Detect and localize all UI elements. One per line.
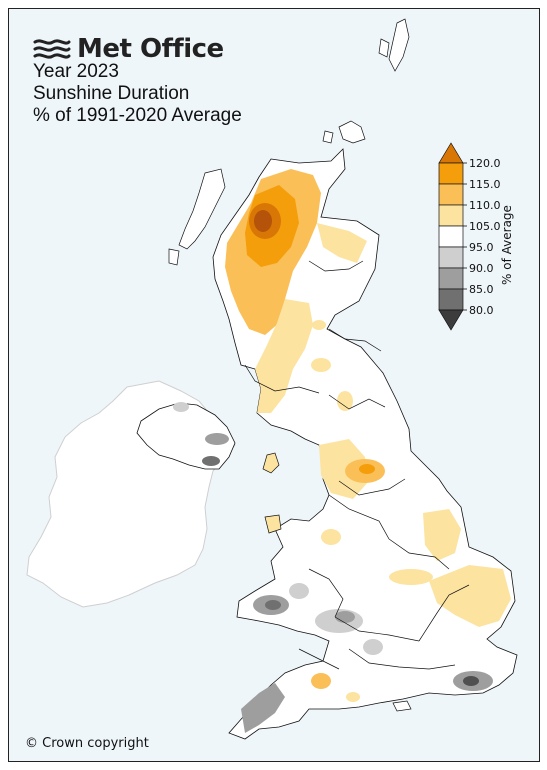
legend-band [438, 246, 464, 269]
south-grey [363, 639, 383, 655]
northern-ireland [136, 402, 236, 470]
legend-band [438, 288, 464, 311]
legend-tick-label: 105.0 [469, 220, 501, 233]
met-office-logo: Met Office [33, 34, 224, 64]
northern-isles [322, 18, 410, 144]
isle-of-wight [392, 700, 412, 712]
cumbria-light [319, 439, 369, 499]
midlands-light [389, 569, 433, 585]
severn-grey-core [335, 611, 355, 623]
tayside-patch [312, 320, 326, 330]
cornwall-grey [241, 683, 285, 733]
legend-band [438, 204, 464, 227]
legend-band [438, 183, 464, 206]
lincs-light [423, 509, 461, 561]
colour-legend: 120.0 115.0 110.0 105.0 95.0 90.0 85.0 80.0 % o… [438, 142, 514, 331]
map-frame: Met Office Year 2023 Sunshine Duration %… [8, 8, 540, 762]
legend-band [438, 225, 464, 248]
devon-light [311, 673, 331, 689]
wales-light-north [321, 529, 341, 545]
legend-tick-label: 90.0 [469, 262, 494, 275]
wales-grey-core [265, 600, 281, 610]
legend-band-under [438, 309, 464, 331]
western-isles [168, 168, 226, 266]
wales-grey-2 [289, 583, 309, 599]
title-variable: Sunshine Duration [33, 83, 190, 104]
isle-of-man [262, 452, 280, 474]
dorset-light [346, 692, 360, 702]
legend-tick-label: 85.0 [469, 283, 494, 296]
title-year: Year 2023 [33, 61, 119, 82]
met-office-wave-icon [33, 39, 71, 59]
region-boundaries [244, 260, 470, 670]
sunshine-map [26, 18, 518, 740]
ni-lightgrey [173, 402, 189, 412]
anglesey [264, 514, 282, 534]
copyright-notice: © Crown copyright [25, 736, 149, 751]
northumbria-patch [337, 391, 353, 411]
scotland-light-band [255, 299, 313, 413]
legend-tick-label: 115.0 [469, 178, 501, 191]
east-anglia-light [429, 565, 511, 627]
title-baseline: % of 1991-2020 Average [33, 105, 242, 126]
legend-tick-label: 120.0 [469, 157, 501, 170]
legend-tick-label: 95.0 [469, 241, 494, 254]
borders-patch [311, 358, 331, 372]
kent-grey-core [463, 676, 479, 686]
ni-grey-patch-2 [202, 456, 220, 466]
legend-band-over [438, 142, 464, 164]
brand-name: Met Office [77, 34, 224, 64]
legend-band [438, 162, 464, 185]
legend-label: % of Average [500, 205, 514, 285]
pennines-core [359, 464, 375, 474]
legend-tick-label: 110.0 [469, 199, 501, 212]
scotland-peak-core [254, 210, 272, 232]
legend-band [438, 267, 464, 290]
ni-grey-patch [205, 433, 229, 445]
scotland-east-light [317, 223, 367, 263]
legend-tick-label: 80.0 [469, 304, 494, 317]
